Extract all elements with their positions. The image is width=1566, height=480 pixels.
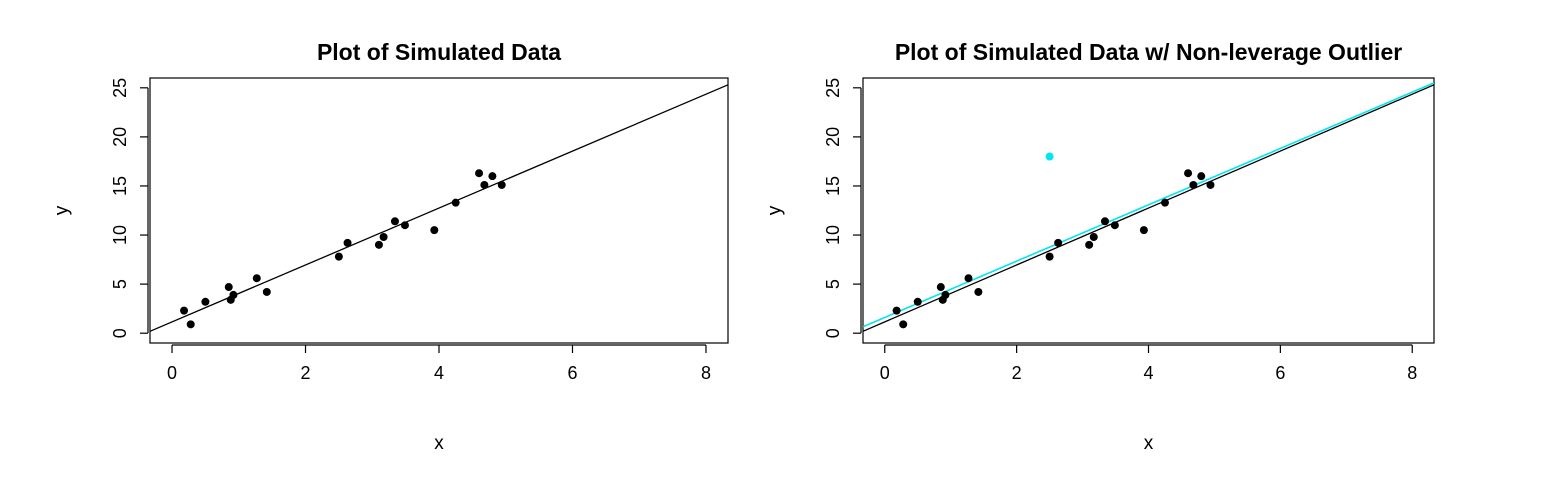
data-point: [374, 240, 383, 249]
data-point: [400, 221, 409, 230]
y-tick-label: 0: [110, 328, 130, 338]
x-tick-label: 4: [1143, 363, 1153, 383]
x-tick-label: 8: [701, 363, 711, 383]
y-axis-label: y: [52, 205, 73, 215]
regression-line: [863, 84, 1434, 332]
data-point: [334, 252, 343, 261]
data-point: [497, 180, 506, 189]
y-tick-label: 20: [823, 127, 843, 147]
plot-frame: [862, 77, 1435, 344]
y-tick-label: 15: [823, 176, 843, 196]
y-tick-label: 20: [110, 127, 130, 147]
data-point: [1054, 238, 1063, 247]
data-point: [1189, 180, 1198, 189]
y-tick-label: 5: [823, 279, 843, 289]
chart-panel-right: Plot of Simulated Data w/ Non-leverage O…: [765, 39, 1435, 454]
chart-title: Plot of Simulated Data w/ Non-leverage O…: [895, 39, 1402, 65]
data-point: [262, 287, 271, 296]
data-point: [1197, 172, 1206, 181]
data-point: [480, 180, 489, 189]
data-point: [941, 290, 950, 299]
data-point: [936, 283, 945, 292]
outlier-point: [1045, 152, 1054, 161]
data-point: [899, 320, 908, 329]
data-point: [475, 169, 484, 178]
data-point: [1160, 198, 1169, 207]
data-point: [186, 320, 195, 329]
y-tick-label: 5: [110, 279, 130, 289]
y-tick-label: 25: [110, 78, 130, 98]
data-point: [1139, 226, 1148, 235]
data-point: [892, 306, 901, 315]
y-axis-label: y: [765, 205, 786, 215]
data-point: [224, 283, 233, 292]
x-tick-label: 2: [1012, 363, 1022, 383]
regression-line-with-outlier: [863, 82, 1434, 328]
y-tick-label: 0: [823, 328, 843, 338]
data-point: [390, 217, 399, 226]
x-tick-label: 2: [301, 363, 311, 383]
data-point: [913, 297, 922, 306]
data-point: [1110, 221, 1119, 230]
data-point: [229, 290, 238, 299]
data-point: [201, 297, 210, 306]
chart-title: Plot of Simulated Data: [317, 39, 561, 65]
x-tick-label: 0: [167, 363, 177, 383]
data-point: [1184, 169, 1193, 178]
data-point: [1100, 217, 1109, 226]
data-point: [1085, 240, 1094, 249]
data-point: [1206, 180, 1215, 189]
chart-panel-left: Plot of Simulated Data 0 2 4 6 8 0 5 10 15 20 25 x y: [52, 39, 729, 454]
data-point: [252, 274, 261, 283]
x-tick-label: 4: [434, 363, 444, 383]
data-point: [343, 238, 352, 247]
y-tick-label: 10: [110, 225, 130, 245]
data-point: [451, 198, 460, 207]
x-tick-label: 0: [880, 363, 890, 383]
y-tick-label: 25: [823, 78, 843, 98]
data-point: [430, 226, 439, 235]
x-axis-label: x: [434, 433, 444, 454]
x-tick-label: 6: [567, 363, 577, 383]
x-tick-label: 8: [1407, 363, 1417, 383]
data-point: [1045, 252, 1054, 261]
data-point: [488, 172, 497, 181]
data-point: [964, 274, 973, 283]
data-point: [379, 233, 388, 241]
plot-frame: [149, 77, 729, 344]
x-axis-label: x: [1144, 433, 1154, 454]
data-point: [180, 306, 189, 315]
y-tick-label: 10: [823, 225, 843, 245]
regression-line: [150, 84, 728, 332]
data-point: [1089, 233, 1098, 241]
y-tick-label: 15: [110, 176, 130, 196]
data-point: [974, 287, 983, 296]
x-tick-label: 6: [1275, 363, 1285, 383]
